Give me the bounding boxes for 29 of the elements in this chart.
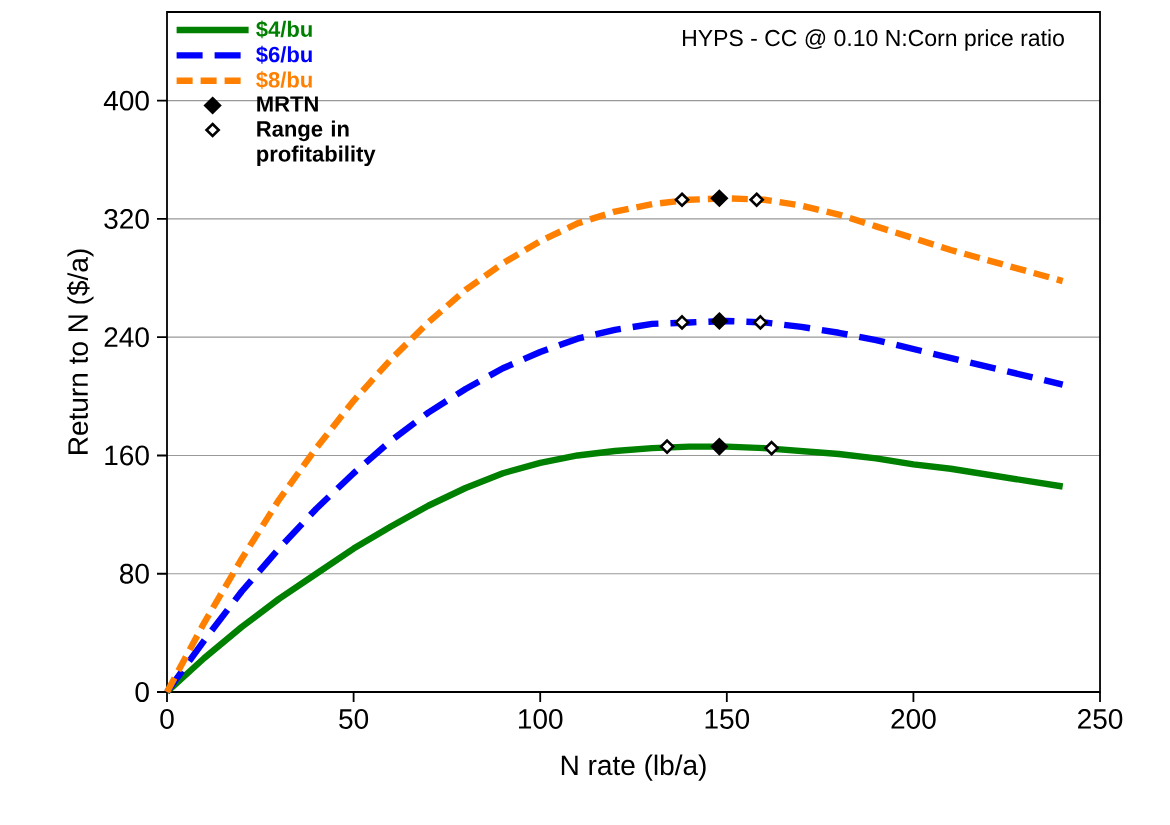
point [674,192,690,208]
y-tick-label: 240 [104,327,149,348]
point [674,315,690,330]
point [749,192,765,208]
legend-label: $4/bu [256,20,312,39]
legend-label: Range in profitability [257,120,376,167]
y-tick-label: 320 [104,209,149,229]
text: HYPS - CC @ 0.10 N:Corn price ratio [683,29,1064,51]
point [764,440,779,456]
x-tick-label: 150 [705,709,750,729]
legend-label: $6/bu [256,45,312,64]
y-tick-label: 400 [103,90,149,111]
x-axis-title: N rate (lb/a) [561,754,706,781]
y-axis-title: Return to N ($/a) [66,249,94,454]
x-tick-label: 200 [891,709,936,729]
legend-label: $8/bu [256,71,312,90]
point [659,439,675,454]
point [710,438,728,456]
y-tick-label: 0 [135,682,149,702]
point [710,189,728,207]
x-tick-label: 250 [1078,709,1123,729]
legend-label: MRTN [257,96,318,112]
y-tick-label: 80 [120,563,149,584]
x-tick-label: 0 [160,709,174,729]
x-tick-label: 50 [339,709,369,729]
x-tick-label: 100 [518,709,563,729]
y-tick-label: 160 [105,445,149,466]
point [753,315,768,330]
point [710,312,728,330]
